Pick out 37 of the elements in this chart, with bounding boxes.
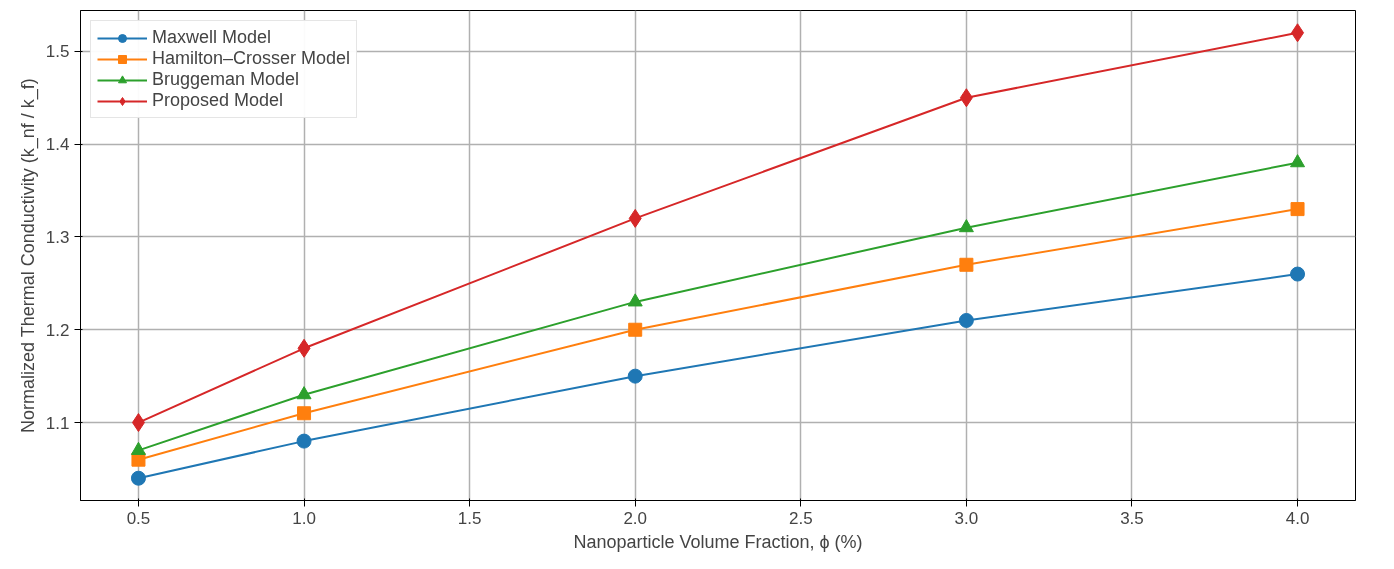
point: [627, 368, 643, 384]
x-tick-label: 4.0: [1285, 508, 1310, 528]
x-tick-label: 1.0: [292, 508, 316, 528]
legend-label: Bruggeman Model: [152, 69, 300, 90]
point: [958, 312, 974, 328]
point: [959, 257, 974, 272]
point: [1291, 23, 1305, 43]
x-tick-label: 2.5: [788, 508, 813, 528]
point: [296, 386, 312, 400]
point: [627, 293, 643, 307]
x-tick-label: 3.0: [954, 508, 979, 528]
point: [1290, 154, 1306, 168]
x-axis-title: Nanoparticle Volume Fraction, ϕ (%): [573, 531, 863, 552]
legend-label: Hamilton–Crosser Model: [152, 48, 351, 69]
y-tick-label: 1.5: [45, 42, 70, 62]
point: [131, 413, 145, 433]
y-axis-title: Normalized Thermal Conductivity (k_nf / k_f): [17, 78, 39, 434]
legend-label: Proposed Model: [152, 90, 284, 111]
y-tick-label: 1.4: [45, 135, 70, 155]
y-tick-label: 1.2: [45, 320, 70, 340]
x-tick-label: 2.0: [623, 508, 648, 528]
point: [1290, 266, 1306, 282]
point: [959, 88, 973, 108]
point: [130, 470, 146, 486]
x-tick-label: 3.5: [1120, 508, 1144, 528]
x-tick-label: 0.5: [126, 508, 151, 528]
point: [296, 433, 312, 449]
point: [628, 208, 642, 228]
point: [297, 406, 312, 421]
x-tick-label: 1.5: [457, 508, 482, 528]
point: [628, 322, 643, 337]
legend-label: Maxwell Model: [152, 27, 272, 48]
y-tick-label: 1.3: [45, 227, 70, 247]
point: [958, 219, 974, 233]
y-tick-label: 1.1: [45, 413, 70, 433]
point: [297, 338, 311, 358]
point: [1290, 202, 1305, 217]
